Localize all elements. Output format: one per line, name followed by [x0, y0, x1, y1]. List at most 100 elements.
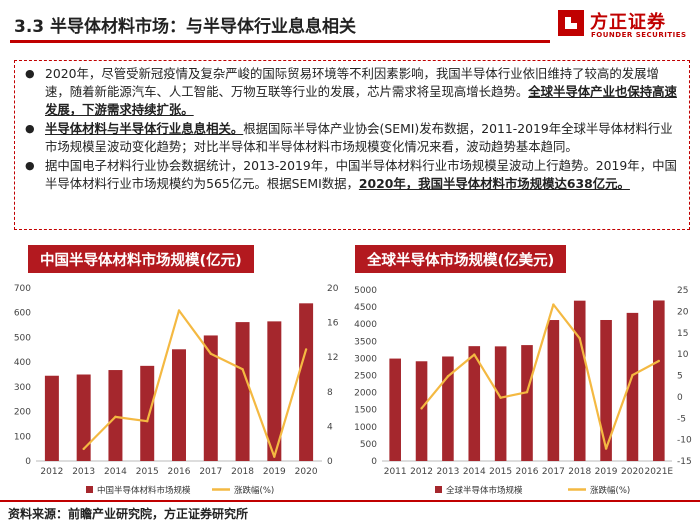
y-right-tick-label: 4 — [327, 422, 333, 432]
line-point — [552, 303, 555, 306]
bullet-highlight: 2020年，我国半导体材料市场规模达638亿元。 — [358, 176, 630, 191]
bar — [44, 375, 59, 461]
y-right-tick-label: -10 — [677, 436, 692, 446]
bullet-item: 2020年，尽管受新冠疫情及复杂严峻的国际贸易环境等不利因素影响，我国半导体行业… — [23, 65, 681, 119]
x-tick-label: 2013 — [72, 467, 95, 477]
y-right-tick-label: 20 — [677, 307, 689, 317]
y-right-tick-label: -15 — [677, 457, 692, 467]
china-material-chart: 0 100 200 300 400 500 600 700 0 4 8 12 16 20 2012 2013 2… — [14, 284, 339, 496]
bullet-text: 2020年，尽管受新冠疫情及复杂严峻的国际贸易环境等不利因素影响，我国半导体行业… — [45, 66, 659, 99]
bullet-item: 据中国电子材料行业协会数据统计，2013-2019年，中国半导体材料行业市场规模… — [23, 157, 681, 193]
line-point — [499, 396, 502, 399]
bar — [626, 312, 639, 461]
bar — [653, 300, 665, 461]
summary-box: 2020年，尽管受新冠疫情及复杂严峻的国际贸易环境等不利因素影响，我国半导体行业… — [14, 60, 690, 230]
line-series — [82, 309, 308, 458]
line-point — [177, 309, 181, 312]
x-tick-label: 2016 — [516, 467, 539, 477]
line-point — [241, 368, 244, 371]
y-left-tick-label: 600 — [14, 309, 31, 319]
y-left-tick-label: 1500 — [354, 406, 377, 416]
line-point — [82, 447, 85, 451]
bullet-text: 根据国际半导体产业协会(SEMI)发布数据，2011-2019年全球半导体材料行… — [45, 121, 673, 154]
line-point — [604, 447, 608, 450]
x-tick-label: 2012 — [40, 467, 63, 477]
chart-title-global: 全球半导体市场规模(亿美元) — [355, 245, 567, 273]
line-point — [578, 337, 581, 340]
header-divider — [10, 40, 550, 43]
line-point — [473, 353, 476, 356]
x-tick-label: 2012 — [410, 467, 433, 477]
line-point — [209, 352, 212, 355]
bar — [108, 370, 123, 461]
legend-line-label: 涨跌幅(%) — [590, 485, 630, 496]
bullet-item: 半导体材料与半导体行业息息相关。根据国际半导体产业协会(SEMI)发布数据，20… — [23, 120, 681, 156]
x-tick-label: 2020 — [295, 467, 318, 477]
bar — [172, 349, 186, 461]
line-point — [525, 390, 529, 394]
x-tick-label: 2017 — [199, 467, 222, 477]
x-tick-label: 2015 — [136, 467, 159, 477]
source-note: 资料来源：前瞻产业研究院，方正证券研究所 — [8, 507, 249, 521]
y-left-tick-label: 500 — [360, 440, 377, 450]
line-point — [304, 348, 308, 351]
bar — [521, 345, 533, 461]
legend-bar-swatch — [86, 486, 93, 493]
x-tick-label: 2017 — [542, 467, 565, 477]
bar — [76, 374, 91, 461]
x-tick-label: 2020 — [621, 467, 644, 477]
logo-name-cn: 方正证券 — [590, 12, 666, 33]
y-left-tick-label: 300 — [14, 383, 31, 393]
y-left-tick-label: 500 — [14, 333, 31, 343]
line-point — [446, 375, 450, 378]
y-right-tick-label: -5 — [677, 414, 686, 424]
line-point — [657, 359, 661, 363]
y-right-tick-label: 8 — [327, 388, 333, 398]
x-tick-label: 2016 — [168, 467, 191, 477]
y-left-tick-label: 100 — [14, 432, 31, 442]
y-right-tick-label: 25 — [677, 286, 688, 296]
line-point — [420, 407, 423, 410]
logo-name-en: FOUNDER SECURITIES — [591, 31, 687, 39]
y-right-tick-label: 10 — [677, 350, 689, 360]
x-tick-label: 2021E — [645, 467, 674, 477]
bar — [140, 365, 155, 461]
x-tick-label: 2014 — [104, 467, 127, 477]
y-right-tick-label: 15 — [677, 329, 688, 339]
global-semiconductor-chart: 0 500 1000 1500 2000 2500 3000 3500 4000 4500 5000… — [354, 286, 692, 496]
footer-divider — [0, 500, 700, 502]
legend-line-label: 涨跌幅(%) — [234, 485, 274, 496]
legend-bar-label: 中国半导体材料市场规模 — [97, 485, 191, 496]
bullet-text: 据中国电子材料行业协会数据统计，2013-2019年，中国半导体材料行业市场规模… — [45, 158, 677, 191]
legend-bar-label: 全球半导体市场规模 — [446, 485, 523, 496]
y-left-tick-label: 1000 — [354, 423, 377, 433]
y-left-tick-label: 0 — [371, 457, 377, 467]
y-right-tick-label: 0 — [327, 457, 333, 467]
y-left-tick-label: 4500 — [354, 303, 377, 313]
bar — [442, 356, 454, 461]
bar — [547, 320, 560, 461]
line-point — [631, 373, 634, 377]
bar — [415, 361, 428, 461]
line-series — [420, 303, 660, 450]
y-left-tick-label: 200 — [14, 408, 31, 418]
chart-title-china: 中国半导体材料市场规模(亿元) — [28, 245, 254, 273]
x-tick-label: 2013 — [436, 467, 459, 477]
slide-header: 3.3 半导体材料市场：与半导体行业息息相关 方正证券 FOUNDER SECU… — [0, 0, 700, 50]
x-tick-label: 2011 — [384, 467, 407, 477]
y-right-tick-label: 20 — [327, 284, 339, 294]
bar — [203, 335, 218, 461]
x-tick-label: 2019 — [595, 467, 618, 477]
company-logo: 方正证券 FOUNDER SECURITIES — [558, 6, 698, 46]
y-right-tick-label: 16 — [327, 319, 339, 329]
x-tick-label: 2018 — [231, 467, 254, 477]
bullet-highlight: 全球半导体产业也保持高速发展，下游需求持续扩张。 — [45, 84, 677, 117]
bar — [267, 321, 282, 461]
bar — [299, 303, 314, 461]
y-right-tick-label: 0 — [677, 393, 683, 403]
x-tick-label: 2015 — [489, 467, 512, 477]
bar — [600, 319, 612, 461]
y-left-tick-label: 3500 — [354, 337, 377, 347]
legend-bar-swatch — [435, 486, 442, 493]
line-point — [114, 415, 117, 419]
